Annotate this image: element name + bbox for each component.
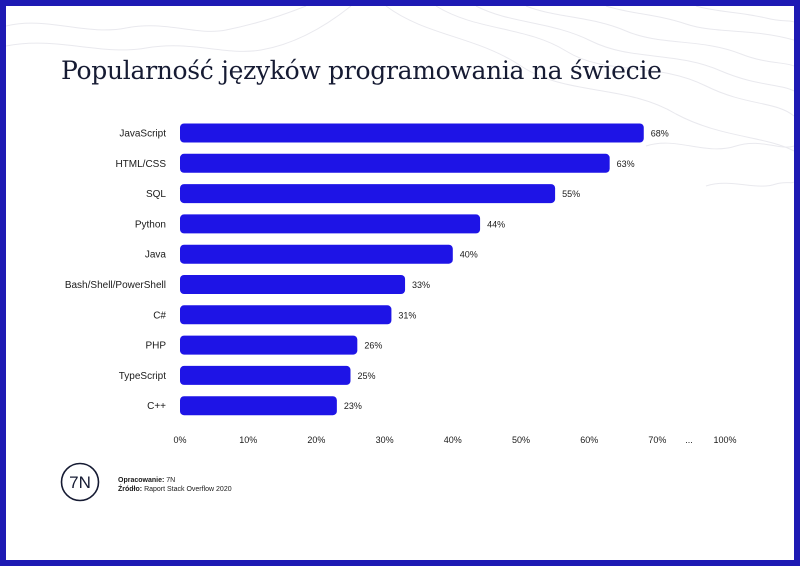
category-label: TypeScript <box>119 371 166 382</box>
credits: Opracowanie: 7N Źródło: Raport Stack Ove… <box>118 476 232 494</box>
value-label: 31% <box>398 310 416 320</box>
logo-text: 7N <box>69 473 91 492</box>
x-tick-label: 70% <box>648 435 666 445</box>
bar <box>180 184 556 204</box>
credit-label: Opracowanie: <box>118 477 165 484</box>
bar <box>180 244 453 264</box>
category-label: C++ <box>147 401 166 412</box>
category-label: Bash/Shell/PowerShell <box>65 280 166 291</box>
topographic-background <box>6 6 794 187</box>
credit-line: Opracowanie: 7N <box>118 476 232 485</box>
value-label: 68% <box>651 129 669 139</box>
x-tick-label: 0% <box>173 435 186 445</box>
bar <box>180 123 644 143</box>
category-label: HTML/CSS <box>115 159 166 170</box>
value-label: 44% <box>487 219 505 229</box>
infographic-page: Popularność języków programowania na świ… <box>6 6 794 560</box>
value-label: 63% <box>617 159 635 169</box>
category-label: PHP <box>145 341 166 352</box>
x-tick-label: 40% <box>444 435 462 445</box>
value-label: 23% <box>344 401 362 411</box>
category-label: Python <box>135 219 166 230</box>
bar <box>180 305 392 325</box>
source-label: Źródło: <box>118 486 143 493</box>
bar <box>180 365 351 385</box>
value-label: 25% <box>358 371 376 381</box>
credit-value: 7N <box>166 477 176 484</box>
x-tick-label: 10% <box>239 435 257 445</box>
x-tick-label: 60% <box>580 435 598 445</box>
x-tick-label: ... <box>685 435 693 445</box>
bar-chart: JavaScript HTML/CSS SQL Python Java Bash/Shel… <box>65 123 737 445</box>
bar <box>180 275 406 294</box>
bar <box>180 396 337 416</box>
category-label: Java <box>145 250 167 261</box>
x-tick-label: 20% <box>307 435 325 445</box>
bar <box>180 214 481 234</box>
source-line: Źródło: Raport Stack Overflow 2020 <box>118 485 232 494</box>
chart-title: Popularność języków programowania na świ… <box>61 56 662 85</box>
value-label: 33% <box>412 280 430 290</box>
bar <box>180 153 610 173</box>
source-value: Raport Stack Overflow 2020 <box>144 486 232 493</box>
bar <box>180 335 358 355</box>
value-label: 40% <box>460 250 478 260</box>
x-tick-label: 50% <box>512 435 530 445</box>
value-label: 55% <box>562 189 580 199</box>
category-label: SQL <box>146 189 166 200</box>
category-label: C# <box>153 310 166 321</box>
x-tick-label: 30% <box>376 435 394 445</box>
7n-logo-icon: 7N <box>60 462 100 502</box>
value-label: 26% <box>364 341 382 351</box>
category-label: JavaScript <box>119 129 166 140</box>
x-tick-label: 100% <box>713 435 736 445</box>
